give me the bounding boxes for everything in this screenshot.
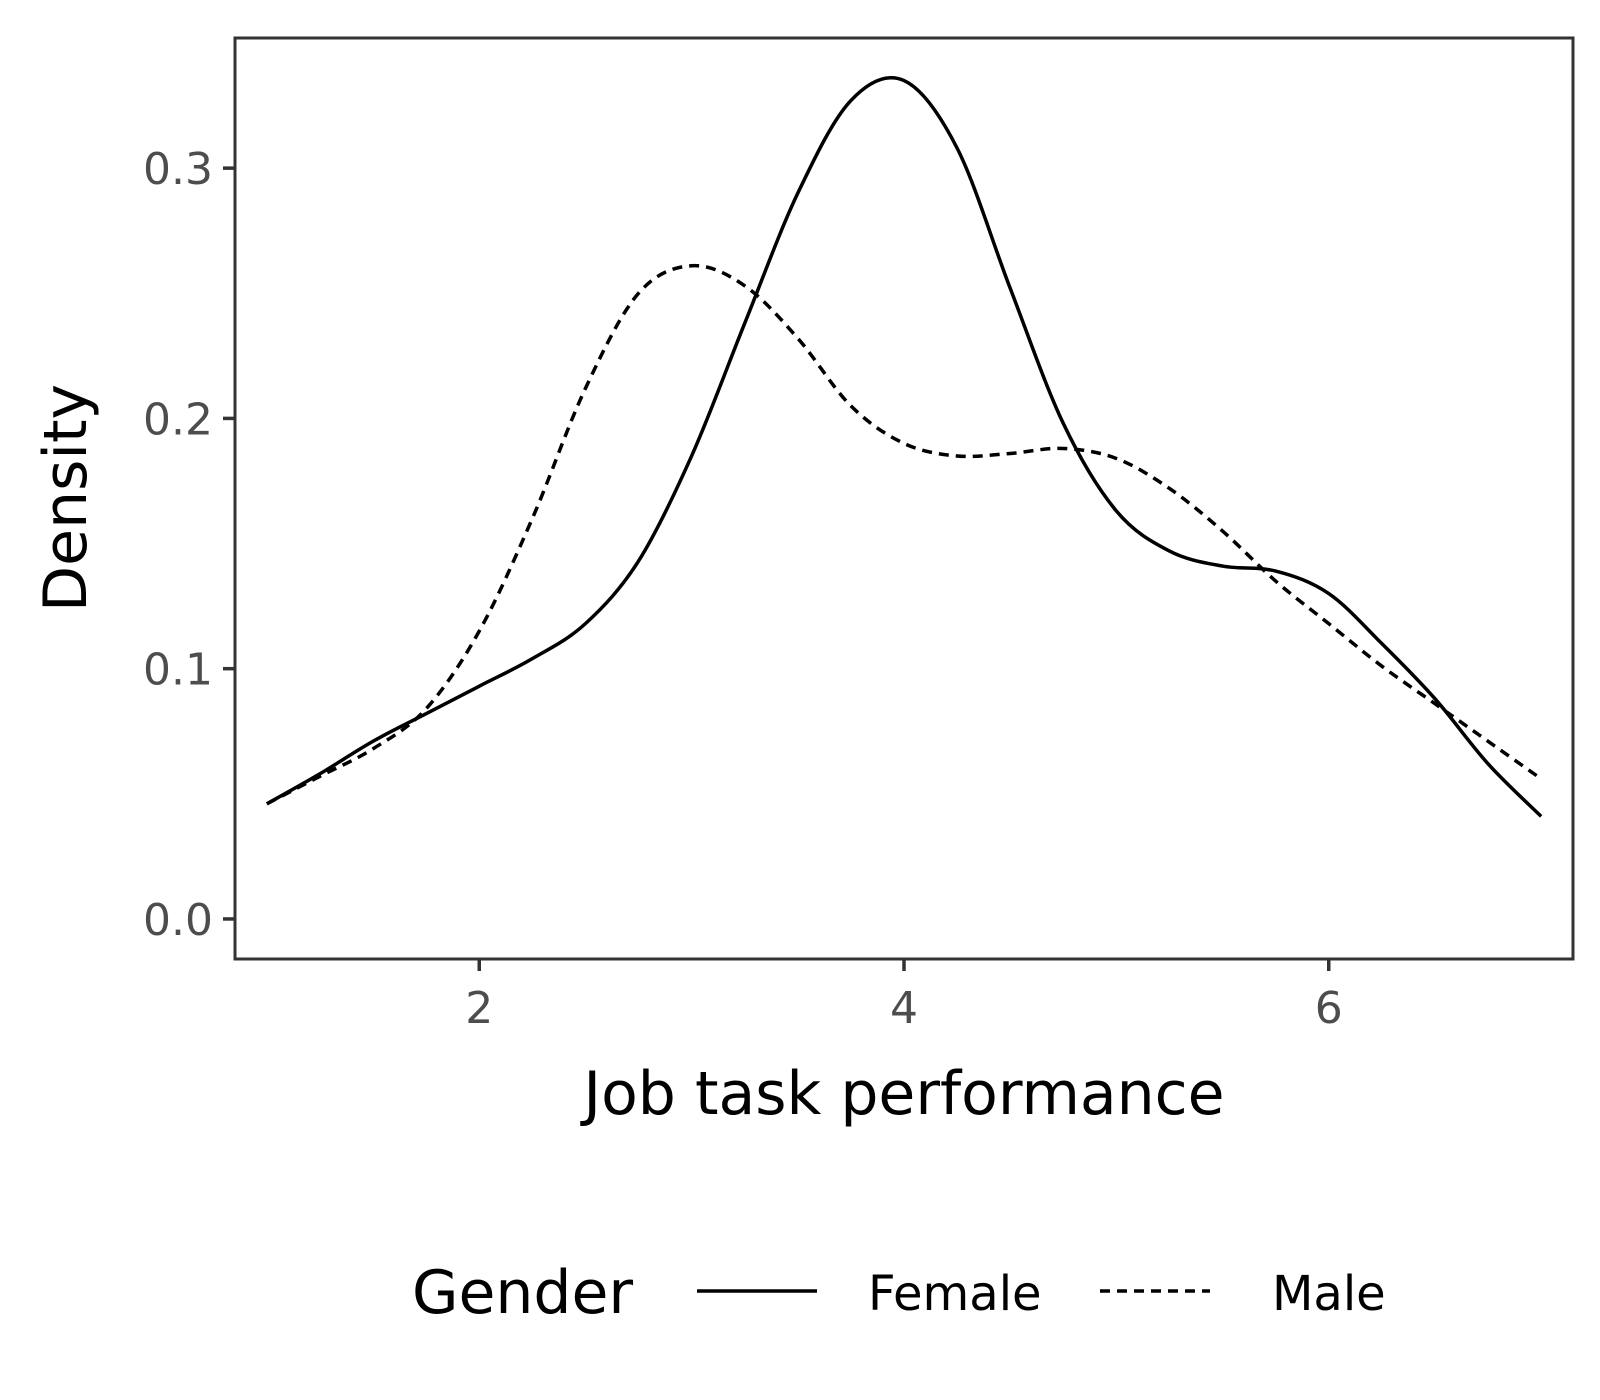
legend-label-female: Female [868,1266,1042,1322]
legend-title: Gender [412,1258,633,1328]
x-axis: 2 4 6 [465,959,1343,1034]
series-line-female [265,75,1543,818]
legend-label-male: Male [1272,1266,1386,1322]
y-axis: 0.0 0.1 0.2 0.3 [143,144,235,946]
plot-panel [233,36,1575,961]
x-axis-title: Job task performance [579,1059,1224,1129]
y-tick-label: 0.3 [143,144,213,195]
x-tick-label: 6 [1315,983,1343,1034]
y-tick-label: 0.0 [143,895,213,946]
y-axis-title: Density [31,384,101,612]
x-tick-label: 4 [890,983,918,1034]
y-tick-label: 0.1 [143,645,213,696]
legend: Gender Female Male [412,1258,1386,1328]
series-lines [265,75,1543,818]
series-line-male [266,263,1543,806]
x-tick-label: 2 [465,983,493,1034]
y-tick-label: 0.2 [143,394,213,445]
